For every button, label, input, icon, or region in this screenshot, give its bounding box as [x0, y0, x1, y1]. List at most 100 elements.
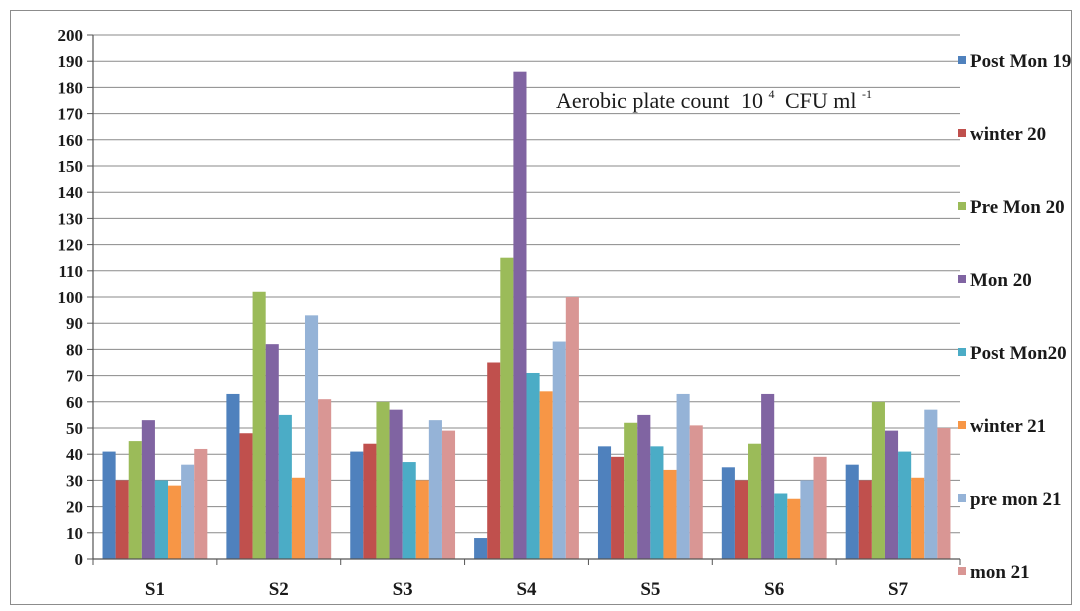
bar-S2-3	[265, 344, 279, 559]
bar-S5-7	[689, 425, 703, 559]
bar-S4-4	[526, 372, 540, 559]
x-tick-label: S5	[640, 579, 660, 600]
y-tick-label: 150	[58, 157, 84, 176]
bar-S3-4	[402, 462, 416, 559]
y-tick-label: 40	[66, 445, 83, 464]
y-tick-label: 60	[66, 393, 83, 412]
x-tick-label: S7	[888, 579, 909, 600]
legend-swatch	[958, 202, 966, 210]
bar-S4-0	[474, 538, 488, 559]
legend-label: Post Mon 19	[970, 51, 1071, 72]
y-tick-label: 130	[58, 209, 84, 228]
legend-label: winter 21	[970, 416, 1046, 437]
legend-swatch	[958, 567, 966, 575]
bar-S3-3	[389, 409, 403, 559]
y-tick-label: 190	[58, 52, 84, 71]
x-tick-label: S6	[764, 579, 784, 600]
bar-S3-0	[350, 451, 364, 559]
axis-layer: 0 10 20 30 40 50 60 70 80 90 100 110 120 130 140 150 160…	[58, 26, 961, 600]
legend-layer: Post Mon 19 winter 20 Pre Mon 20 Mon 20 Post…	[958, 51, 1071, 583]
bar-S1-7	[194, 448, 208, 559]
bar-S6-0	[721, 467, 735, 559]
y-tick-label: 140	[58, 183, 84, 202]
chart-title-unit-base: 10	[741, 88, 763, 113]
bar-S7-0	[845, 464, 859, 559]
y-tick-label: 170	[58, 105, 84, 124]
x-tick-label: S4	[516, 579, 537, 600]
bar-S2-2	[252, 291, 266, 559]
bar-S6-4	[774, 493, 788, 559]
bar-S6-7	[813, 456, 827, 559]
bar-S2-1	[239, 433, 253, 559]
bar-S3-7	[441, 430, 456, 559]
bar-S5-5	[663, 469, 677, 559]
bar-S2-4	[278, 414, 292, 559]
bar-S1-2	[128, 441, 142, 559]
bar-S5-2	[624, 422, 638, 559]
y-tick-label: 110	[58, 262, 83, 281]
y-tick-label: 120	[58, 236, 84, 255]
bar-S1-3	[141, 420, 155, 559]
bar-S3-6	[428, 420, 442, 559]
legend-label: Pre Mon 20	[970, 197, 1065, 218]
y-tick-label: 10	[66, 524, 83, 543]
bar-S4-3	[513, 71, 527, 560]
legend-label: Post Mon20	[970, 343, 1067, 364]
bar-S5-6	[676, 393, 690, 559]
legend-swatch	[958, 348, 966, 356]
y-tick-label: 50	[66, 419, 83, 438]
bar-S1-0	[102, 451, 116, 559]
legend-swatch	[958, 421, 966, 429]
chart-title-main: Aerobic plate count	[556, 88, 730, 113]
legend-swatch	[958, 494, 966, 502]
legend-label: mon 21	[970, 562, 1030, 583]
legend-swatch	[958, 56, 966, 64]
y-tick-label: 180	[58, 78, 84, 97]
bar-S5-0	[597, 446, 612, 559]
bar-S4-2	[500, 257, 514, 559]
bar-S6-2	[748, 443, 762, 559]
bar-S1-4	[154, 480, 169, 559]
bar-S5-4	[650, 446, 664, 559]
bar-S1-5	[168, 485, 182, 559]
bar-S2-5	[291, 477, 305, 559]
bar-S4-5	[539, 391, 553, 559]
bar-S2-6	[304, 315, 319, 559]
bar-S7-2	[871, 401, 885, 559]
bar-S6-5	[787, 498, 801, 559]
y-tick-label: 30	[66, 471, 83, 490]
legend-label: winter 20	[970, 124, 1046, 145]
chart-title-unit-mid: CFU ml	[785, 88, 857, 113]
y-tick-label: 70	[66, 367, 83, 386]
y-tick-label: 80	[66, 340, 83, 359]
y-tick-label: 200	[58, 26, 84, 45]
bar-S4-1	[487, 362, 501, 559]
bar-S6-6	[800, 480, 814, 559]
bar-S7-3	[884, 430, 899, 559]
bar-S5-3	[637, 414, 651, 559]
chart-title: Aerobic plate count 10 4 CFU ml -1	[556, 78, 872, 113]
bar-S4-7	[565, 297, 579, 559]
legend-swatch	[958, 129, 966, 137]
bar-S7-5	[911, 477, 925, 559]
y-tick-label: 20	[66, 498, 83, 517]
bar-S3-2	[376, 401, 390, 559]
legend-label: pre mon 21	[970, 489, 1061, 510]
bar-S4-6	[552, 341, 566, 559]
bar-S5-1	[611, 456, 625, 559]
bar-S2-0	[226, 393, 240, 559]
bar-S7-4	[898, 451, 912, 559]
x-tick-label: S3	[393, 579, 413, 600]
y-tick-label: 90	[66, 314, 83, 333]
bar-S2-7	[318, 399, 332, 559]
bar-S6-1	[734, 480, 749, 559]
bar-S6-3	[761, 393, 775, 559]
x-tick-label: S2	[269, 579, 289, 600]
bar-S1-1	[115, 480, 129, 559]
bar-S3-1	[363, 443, 377, 559]
bar-S1-6	[181, 464, 195, 559]
bar-S7-6	[924, 409, 938, 559]
chart-title-unit-exp2: -1	[862, 87, 872, 101]
